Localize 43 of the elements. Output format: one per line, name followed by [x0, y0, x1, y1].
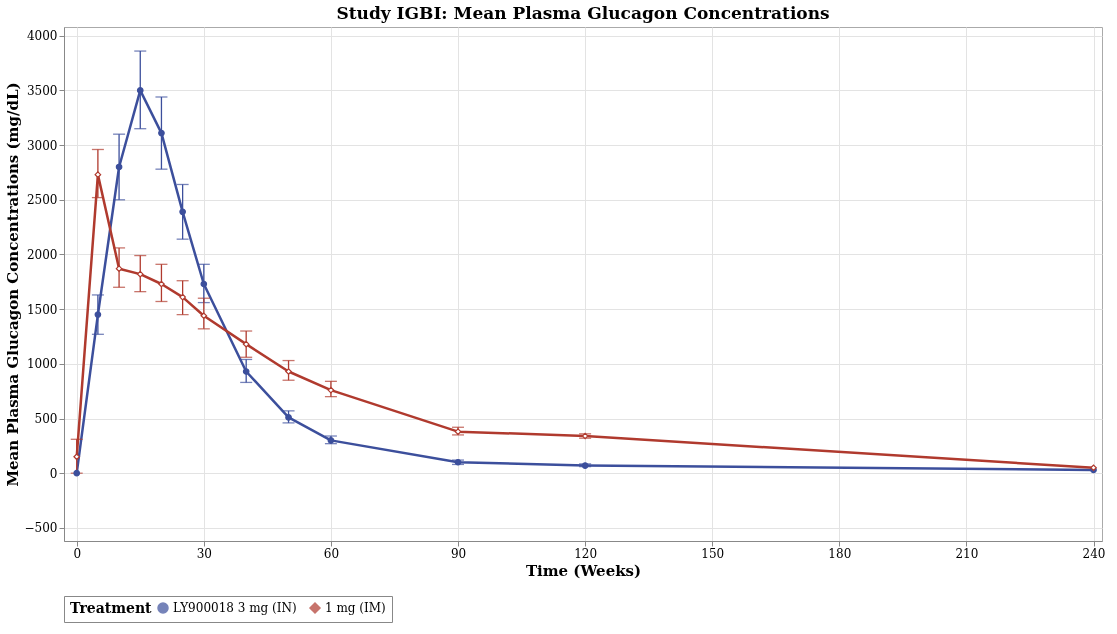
y-tick-label: 2500 — [26, 193, 58, 208]
point — [73, 453, 81, 461]
y-tick-label: 4000 — [26, 29, 58, 44]
y-tick-label: 2000 — [26, 247, 58, 262]
x-tick-label: 90 — [450, 546, 467, 561]
point — [179, 293, 186, 301]
y-tick-label: 3500 — [26, 83, 58, 98]
point — [94, 311, 102, 318]
x-tick-label: 150 — [701, 546, 725, 561]
point — [94, 171, 102, 178]
point — [285, 414, 292, 421]
point — [200, 280, 208, 288]
y-tick-label: 1000 — [26, 357, 58, 372]
x-tick-label: 0 — [73, 546, 82, 561]
point — [327, 386, 335, 394]
point — [242, 368, 250, 375]
point — [136, 270, 144, 278]
x-tick-label: 30 — [196, 546, 212, 561]
x-tick-label: 210 — [955, 546, 979, 561]
legend-title: Treatment — [70, 600, 153, 616]
point — [285, 368, 292, 375]
x-tick-label: 60 — [323, 546, 340, 561]
point — [158, 280, 165, 288]
point — [136, 87, 144, 94]
point — [115, 265, 123, 273]
y-tick-label: 3000 — [26, 138, 58, 153]
y-tick-label: −500 — [24, 521, 58, 536]
x-tick-label: 120 — [574, 546, 598, 561]
point — [200, 312, 208, 320]
x-tick-label: 240 — [1082, 546, 1106, 561]
point — [179, 208, 186, 216]
y-tick-label: 1500 — [26, 302, 58, 317]
y-tick-label: 500 — [34, 412, 58, 427]
point — [242, 340, 250, 348]
chart-title: Study IGBI: Mean Plasma Glucagon Concentrations — [336, 3, 830, 23]
x-axis-title: Time (Weeks) — [525, 561, 642, 580]
y-tick-label: 0 — [49, 466, 58, 481]
point — [158, 129, 165, 137]
legend-label: 1 mg (IM) — [325, 601, 386, 615]
legend-label: LY900018 3 mg (IN) — [173, 601, 297, 615]
y-axis-title: Mean Plasma Glucagon Concentrations (mg/dL) — [3, 82, 22, 487]
point — [115, 163, 123, 171]
x-tick-label: 180 — [828, 546, 852, 561]
